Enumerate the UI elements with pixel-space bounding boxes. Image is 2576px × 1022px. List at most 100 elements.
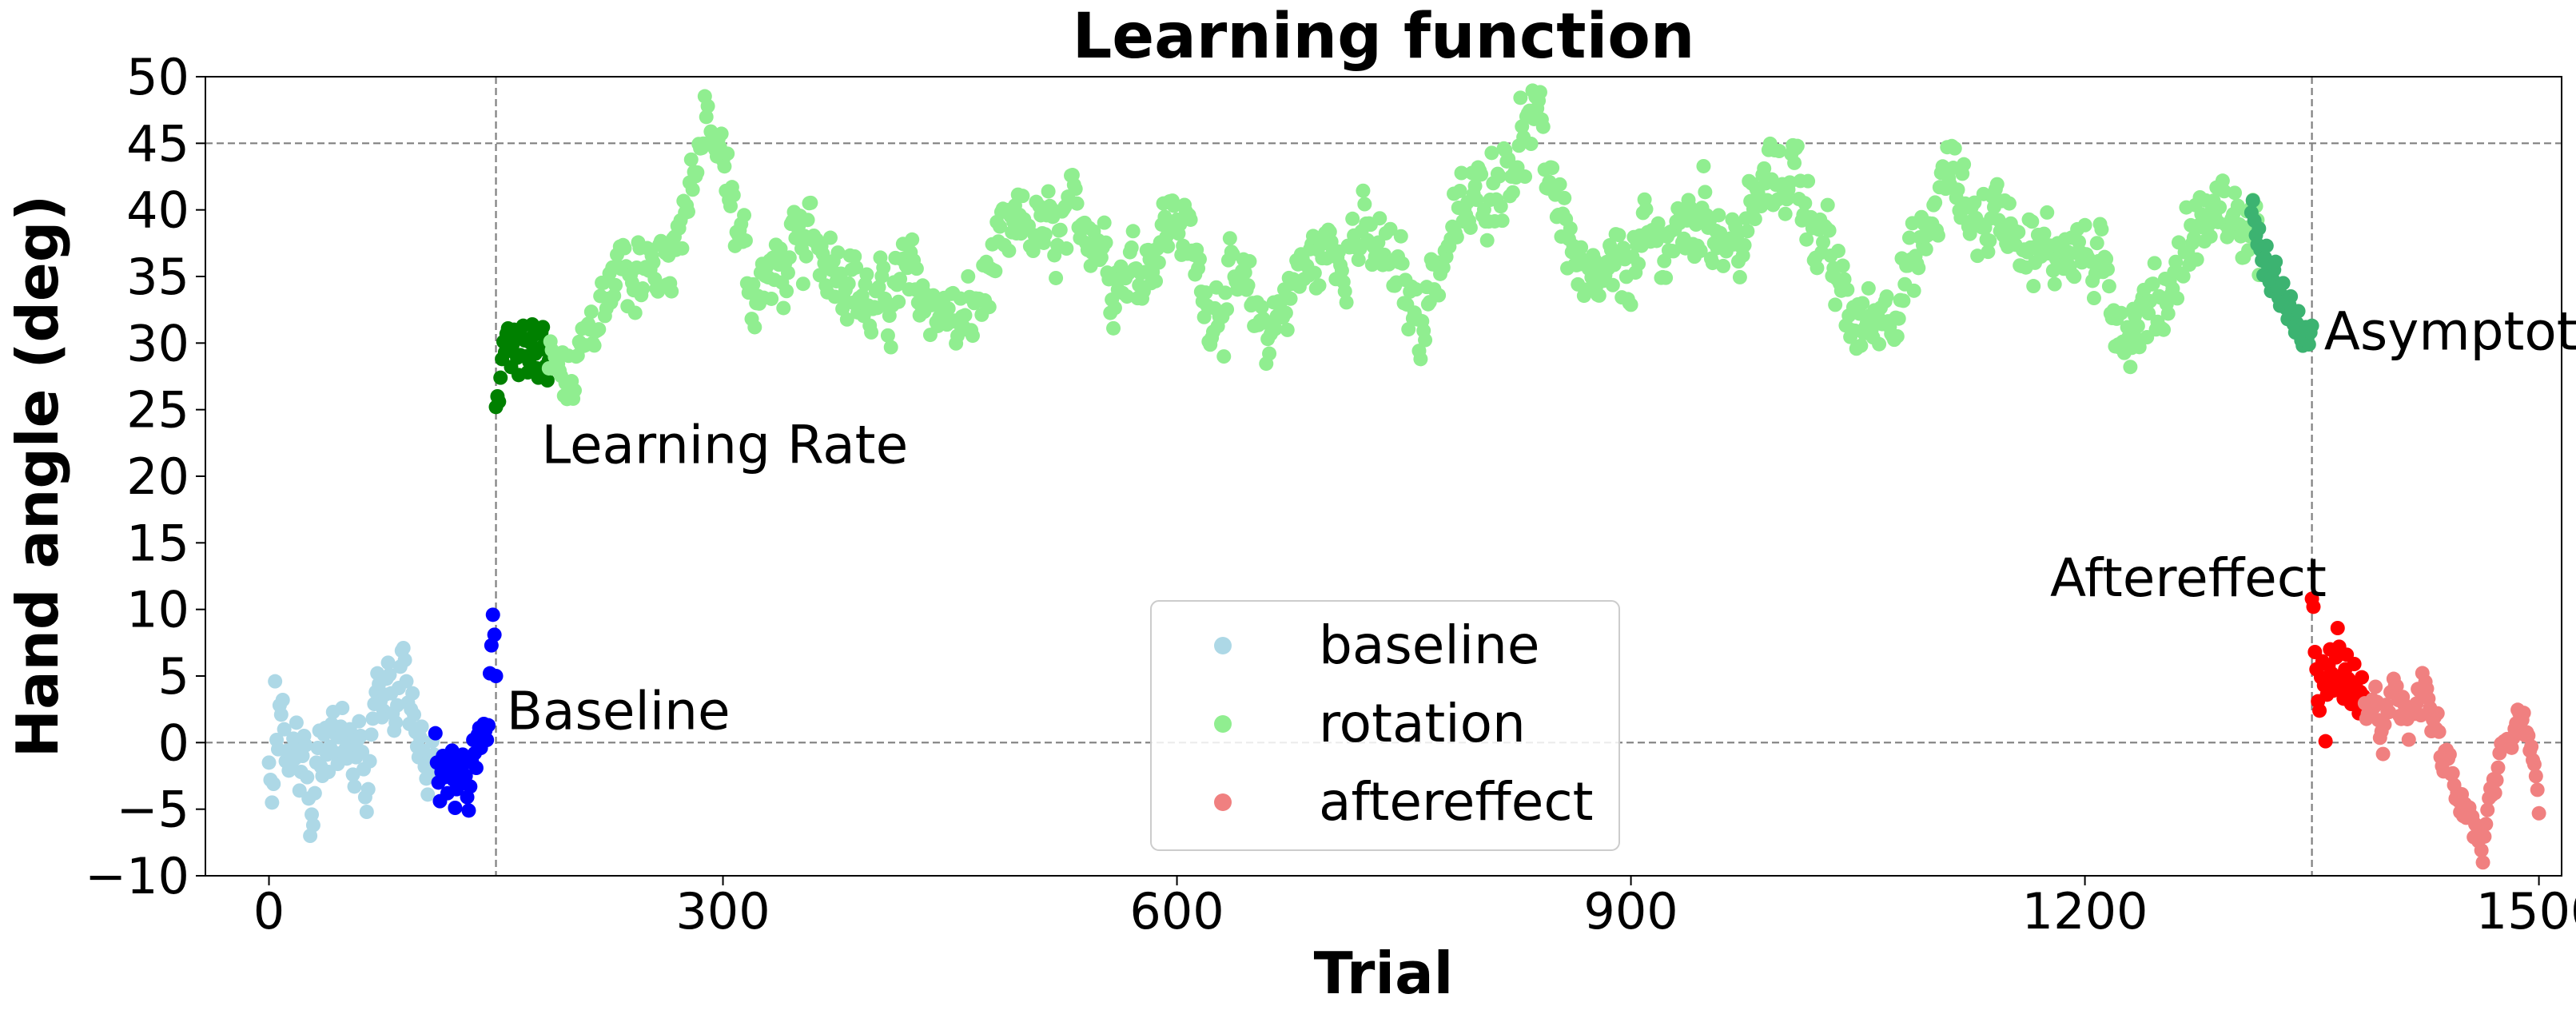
data-point	[1918, 241, 1933, 256]
data-point	[2156, 322, 2172, 337]
data-point	[412, 730, 428, 745]
data-point	[1278, 305, 1293, 320]
data-point	[1835, 258, 1850, 273]
data-point	[463, 779, 478, 794]
data-point	[2347, 657, 2362, 671]
data-point	[2170, 291, 2185, 306]
data-point	[1124, 240, 1139, 255]
data-point	[1820, 197, 1835, 213]
data-point	[1041, 184, 1056, 199]
data-point	[2377, 717, 2392, 732]
data-point	[1120, 289, 1135, 304]
data-point	[2521, 728, 2536, 743]
y-tick-label: 0	[158, 714, 189, 772]
data-point	[2145, 276, 2160, 292]
data-point	[2283, 289, 2299, 304]
data-point	[2216, 184, 2232, 199]
legend-box	[1150, 600, 1620, 851]
data-point	[2001, 196, 2017, 211]
data-point	[1605, 277, 1620, 292]
data-point	[1192, 252, 1207, 267]
data-point	[414, 719, 429, 734]
data-point	[1896, 293, 1911, 308]
series-baseline	[261, 641, 443, 843]
data-point	[1125, 224, 1141, 239]
data-point	[265, 795, 280, 810]
x-tick-label: 0	[253, 882, 285, 940]
data-point	[1237, 265, 1252, 280]
data-point	[891, 294, 906, 309]
data-point	[2168, 254, 2184, 269]
data-point	[958, 308, 973, 323]
data-point	[2026, 279, 2041, 294]
data-point	[2306, 599, 2321, 614]
data-point	[1523, 137, 1539, 152]
data-point	[2355, 670, 2370, 685]
data-point	[617, 241, 632, 256]
data-point	[480, 733, 495, 747]
data-point	[1401, 322, 1416, 337]
data-point	[481, 718, 496, 733]
data-point	[738, 233, 753, 249]
data-point	[1861, 280, 1876, 296]
data-point	[428, 726, 443, 741]
data-point	[1563, 221, 1578, 236]
data-point	[485, 607, 500, 622]
y-tick-label: 20	[126, 447, 189, 506]
data-point	[1830, 243, 1845, 258]
data-point	[1853, 338, 1869, 353]
data-point	[607, 288, 622, 304]
data-point	[587, 338, 602, 353]
data-point	[1479, 233, 1495, 248]
data-point	[1947, 141, 1962, 156]
data-point	[700, 98, 715, 113]
data-point	[2487, 785, 2502, 801]
data-point	[961, 268, 976, 284]
series-baseline-late	[428, 607, 504, 818]
data-point	[1107, 300, 1122, 316]
annotation-label: Learning Rate	[541, 414, 908, 475]
data-point	[1151, 255, 1166, 270]
data-point	[1307, 265, 1322, 280]
data-point	[1816, 235, 1831, 250]
data-point	[2409, 696, 2424, 711]
annotation-label: Baseline	[507, 681, 731, 742]
data-point	[1474, 167, 1489, 182]
data-point	[690, 165, 705, 180]
data-point	[1431, 288, 1447, 303]
data-point	[822, 230, 838, 245]
data-point	[1491, 169, 1507, 184]
data-point	[871, 280, 886, 295]
data-point	[1454, 165, 1469, 181]
data-point	[764, 291, 779, 306]
data-point	[1356, 183, 1371, 198]
data-point	[2100, 261, 2115, 276]
legend-marker	[1214, 637, 1232, 654]
data-point	[1518, 169, 1533, 185]
data-point	[2160, 306, 2176, 321]
data-point	[941, 301, 956, 316]
data-point	[1962, 226, 1977, 241]
data-point	[1574, 240, 1589, 255]
data-point	[839, 312, 854, 327]
data-point	[1740, 224, 1755, 239]
x-tick-label: 900	[1583, 882, 1678, 940]
data-point	[307, 785, 322, 801]
data-point	[2368, 679, 2383, 694]
data-point	[635, 281, 651, 296]
data-point	[2475, 855, 2490, 870]
data-point	[1638, 201, 1654, 217]
data-point	[1452, 183, 1467, 198]
data-point	[893, 272, 908, 287]
data-point	[360, 781, 376, 797]
data-point	[2189, 252, 2204, 267]
data-point	[2524, 739, 2539, 754]
data-point	[1747, 212, 1762, 227]
legend-label: aftereffect	[1319, 771, 1594, 833]
data-point	[407, 707, 422, 722]
data-point	[1196, 309, 1212, 324]
data-point	[2141, 306, 2156, 321]
data-point	[1616, 241, 1631, 256]
y-tick-label: 40	[126, 181, 189, 240]
